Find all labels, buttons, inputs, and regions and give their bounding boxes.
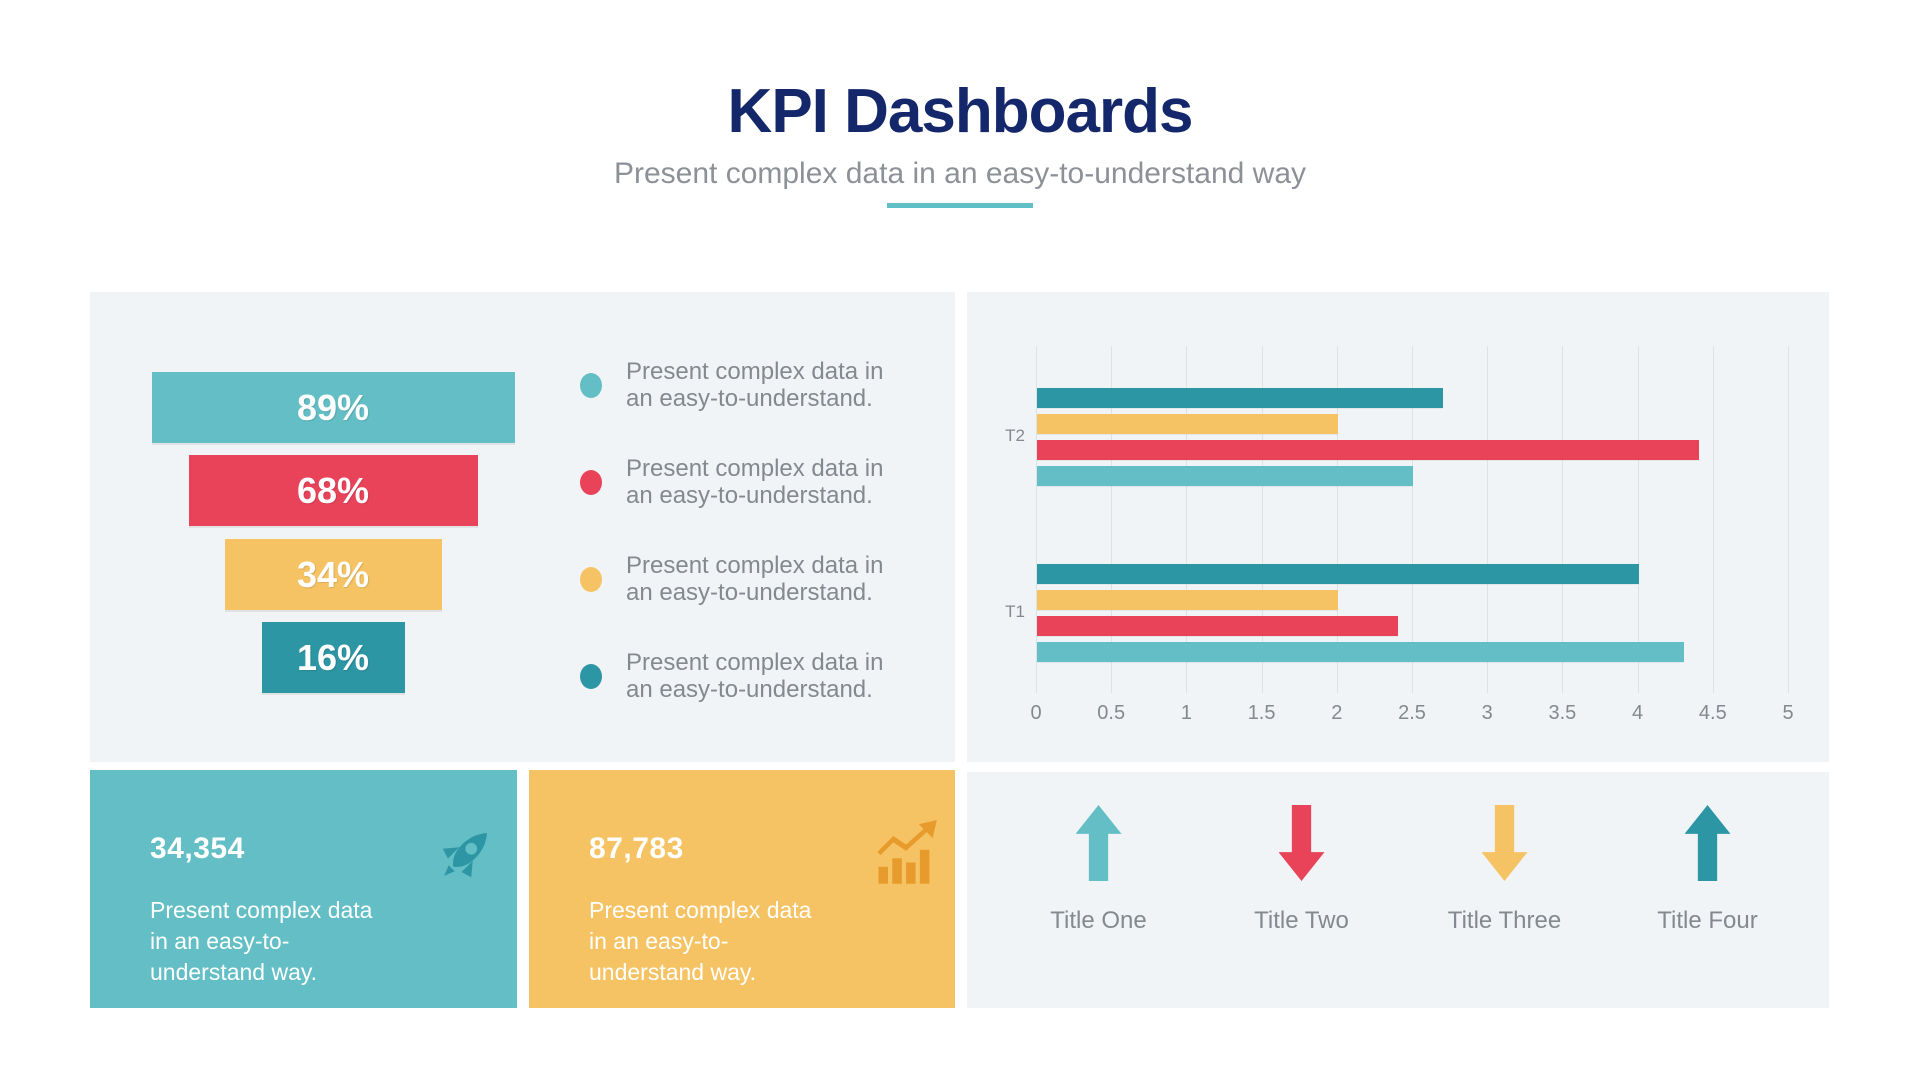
x-axis-tick-label: 4.5 bbox=[1698, 702, 1727, 724]
legend-item: Present complex data in an easy-to-unders… bbox=[580, 455, 883, 509]
gridline bbox=[1036, 346, 1037, 693]
x-axis-tick-label: 2.5 bbox=[1398, 702, 1426, 724]
kpi-description-line: in an easy-to- bbox=[150, 928, 290, 954]
gridline bbox=[1261, 346, 1263, 693]
legend-text: Present complex data in an easy-to-unders… bbox=[626, 455, 883, 509]
gridline bbox=[1111, 346, 1113, 693]
kpi-value: 87,783 bbox=[589, 832, 684, 865]
funnel-bar-label: 16% bbox=[296, 636, 370, 678]
rocket-icon bbox=[442, 832, 488, 878]
indicator-label: Title One bbox=[1050, 907, 1147, 934]
gridline bbox=[1412, 346, 1413, 693]
legend-text-line: an easy-to-understand. bbox=[626, 482, 873, 509]
legend-dot-icon bbox=[580, 469, 602, 495]
chart-bar-T1-light-teal-series bbox=[1037, 642, 1684, 662]
kpi-card-yellow: 87,783 Present complex data in an easy-t… bbox=[529, 770, 955, 1008]
legend-dot-icon bbox=[580, 372, 602, 398]
funnel-bar-label: 68% bbox=[296, 469, 370, 511]
indicator-item: Title Three bbox=[1403, 805, 1606, 935]
legend-text-line: an easy-to-understand. bbox=[626, 676, 873, 703]
funnel-bar-label: 34% bbox=[296, 553, 370, 595]
x-axis-tick-label: 1.5 bbox=[1247, 702, 1276, 724]
legend-item: Present complex data in an easy-to-unders… bbox=[580, 358, 883, 412]
x-axis-tick-label: 5 bbox=[1782, 702, 1794, 724]
page-title: KPI Dashboards bbox=[727, 77, 1194, 146]
legend-text: Present complex data in an easy-to-unders… bbox=[626, 358, 883, 412]
kpi-card-teal: 34,354 Present complex data in an easy-t… bbox=[90, 770, 517, 1008]
legend-text-line: Present complex data in bbox=[626, 649, 884, 676]
funnel-panel: 89% 68% 34% 16% Present complex data in an e… bbox=[90, 292, 955, 762]
kpi-description-line: understand way. bbox=[589, 959, 757, 985]
legend-text-line: Present complex data in bbox=[626, 455, 884, 482]
chart-bar-T1-yellow-series bbox=[1037, 590, 1338, 610]
arrow-down-icon bbox=[1278, 805, 1325, 881]
kpi-description: Present complex data in an easy-to- unde… bbox=[150, 895, 372, 988]
legend-text: Present complex data in an easy-to-unders… bbox=[626, 552, 883, 606]
gridline bbox=[1562, 346, 1564, 693]
legend-text-line: an easy-to-understand. bbox=[626, 579, 873, 606]
x-axis-tick-label: 3 bbox=[1481, 702, 1493, 724]
legend-item: Present complex data in an easy-to-unders… bbox=[580, 552, 883, 606]
indicator-grid: Title One Title Two Title Three Title Four bbox=[997, 805, 1809, 935]
x-axis-tick-label: 1 bbox=[1180, 702, 1192, 724]
category-label-T2: T2 bbox=[1005, 426, 1025, 445]
kpi-description: Present complex data in an easy-to- unde… bbox=[589, 895, 811, 988]
indicator-item: Title One bbox=[997, 805, 1200, 935]
gridline bbox=[1712, 346, 1714, 693]
legend-dot-icon bbox=[580, 663, 602, 689]
chart-bar-T2-light-teal-series bbox=[1037, 466, 1413, 486]
x-axis-tick-label: 0.5 bbox=[1097, 702, 1126, 724]
kpi-description-line: Present complex data bbox=[150, 897, 373, 923]
chart-bar-T2-yellow-series bbox=[1037, 414, 1338, 434]
legend-text-line: an easy-to-understand. bbox=[626, 385, 873, 412]
category-label-T1: T1 bbox=[1005, 602, 1025, 621]
gridline bbox=[1186, 346, 1188, 693]
gridline bbox=[1637, 346, 1639, 693]
kpi-value: 34,354 bbox=[150, 832, 245, 865]
arrow-up-icon bbox=[1684, 805, 1731, 881]
indicator-label: Title Four bbox=[1657, 907, 1758, 934]
bar-chart-panel: 0 0.5 1 1.5 2 2.5 3 3.5 4 4.5 5 T2 T1 bbox=[967, 292, 1829, 762]
funnel-bar-label: 89% bbox=[296, 386, 370, 428]
arrow-up-icon bbox=[1075, 805, 1122, 881]
indicators-panel: Title One Title Two Title Three Title Four bbox=[967, 772, 1829, 1008]
x-axis-tick-label: 4 bbox=[1632, 702, 1644, 724]
legend-item: Present complex data in an easy-to-unders… bbox=[580, 649, 883, 703]
legend-text: Present complex data in an easy-to-unders… bbox=[626, 649, 883, 703]
x-axis-tick-label: 0 bbox=[1030, 702, 1042, 724]
bar-chart-growth-icon bbox=[877, 820, 937, 884]
chart-bar-T2-dark-teal-series bbox=[1037, 388, 1444, 408]
chart-bar-T1-dark-teal-series bbox=[1037, 564, 1639, 584]
indicator-label: Title Three bbox=[1447, 907, 1562, 934]
funnel-bar-34: 34% bbox=[224, 539, 442, 610]
indicator-item: Title Two bbox=[1200, 805, 1403, 935]
funnel-bar-16: 16% bbox=[261, 622, 405, 693]
kpi-description-line: in an easy-to- bbox=[589, 928, 729, 954]
funnel-bar-89: 89% bbox=[151, 372, 515, 443]
indicator-label: Title Two bbox=[1254, 907, 1349, 934]
x-axis-tick-label: 2 bbox=[1331, 702, 1343, 724]
legend-text-line: Present complex data in bbox=[626, 552, 884, 579]
funnel-bar-68: 68% bbox=[188, 455, 478, 526]
title-divider bbox=[887, 203, 1033, 208]
arrow-down-icon bbox=[1481, 805, 1528, 881]
gridline bbox=[1788, 346, 1789, 693]
chart-bar-T2-red-series bbox=[1037, 440, 1699, 460]
gridline bbox=[1487, 346, 1489, 693]
kpi-description-line: understand way. bbox=[150, 959, 318, 985]
x-axis-tick-label: 3.5 bbox=[1548, 702, 1577, 724]
legend-text-line: Present complex data in bbox=[626, 358, 884, 385]
legend-dot-icon bbox=[580, 566, 602, 592]
page-subtitle: Present complex data in an easy-to-under… bbox=[613, 157, 1307, 190]
kpi-description-line: Present complex data bbox=[589, 897, 812, 923]
chart-bar-T1-red-series bbox=[1037, 616, 1398, 636]
gridline bbox=[1336, 346, 1338, 693]
indicator-item: Title Four bbox=[1606, 805, 1809, 935]
